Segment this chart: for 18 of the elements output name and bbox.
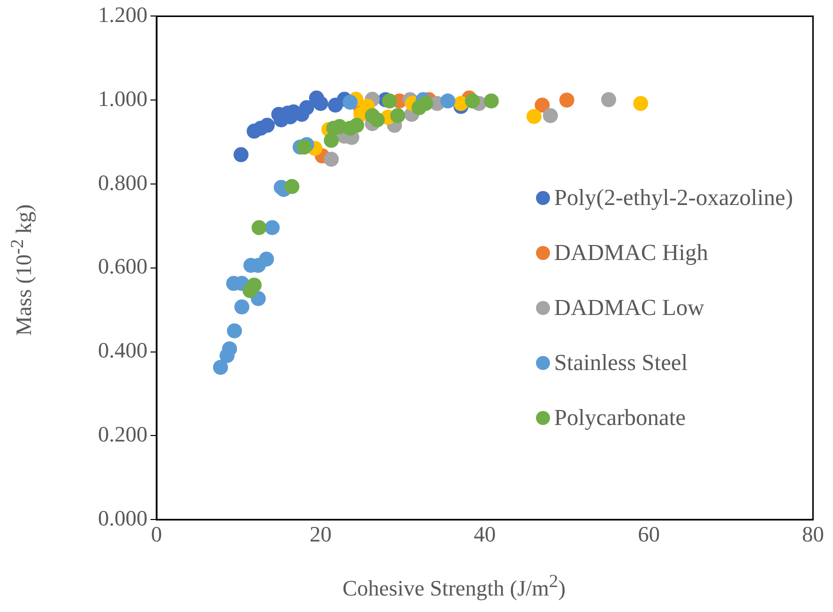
x-tick-label: 0 xyxy=(151,522,162,547)
x-tick-label: 20 xyxy=(310,522,332,547)
y-tick-label: 1.000 xyxy=(98,86,148,111)
legend-label: Polycarbonate xyxy=(554,404,686,430)
y-tick-label: 0.200 xyxy=(98,421,148,446)
y-tick-label: 1.200 xyxy=(98,2,148,27)
y-tick-label: 0.400 xyxy=(98,338,148,363)
legend-label: DADMAC High xyxy=(554,240,708,266)
y-tick-label: 0.800 xyxy=(98,170,148,195)
x-tick-label: 60 xyxy=(638,522,660,547)
x-axis-title: Cohesive Strength (J/m$^{2}$) xyxy=(341,570,567,602)
legend-label: Stainless Steel xyxy=(554,350,688,376)
legend-label: Poly(2-ethyl-2-oxazoline) xyxy=(554,184,793,210)
x-tick-label: 80 xyxy=(802,522,824,547)
y-tick-label: 0.600 xyxy=(98,254,148,279)
legend-label: DADMAC Low xyxy=(554,294,704,320)
x-tick-label: 40 xyxy=(474,522,496,547)
y-tick-label: 0.000 xyxy=(98,505,148,530)
